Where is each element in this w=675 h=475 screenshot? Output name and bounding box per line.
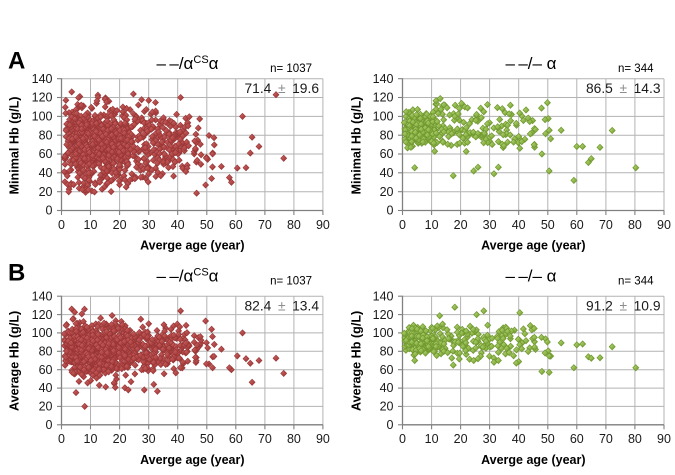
svg-text:0: 0 bbox=[46, 204, 53, 218]
svg-text:60: 60 bbox=[380, 363, 394, 377]
svg-text:86.5 ± 14.3: 86.5 ± 14.3 bbox=[586, 81, 661, 96]
svg-text:140: 140 bbox=[32, 289, 53, 303]
svg-text:Averge age (year): Averge age (year) bbox=[481, 453, 585, 467]
svg-text:30: 30 bbox=[142, 218, 156, 232]
svg-text:Average Hb (g/L): Average Hb (g/L) bbox=[8, 311, 22, 411]
svg-text:70: 70 bbox=[258, 432, 272, 446]
svg-text:n= 1037: n= 1037 bbox=[270, 276, 312, 288]
svg-text:30: 30 bbox=[483, 432, 497, 446]
svg-text:20: 20 bbox=[39, 185, 53, 199]
svg-text:80: 80 bbox=[39, 128, 53, 142]
svg-text:120: 120 bbox=[32, 308, 53, 322]
svg-text:120: 120 bbox=[373, 91, 394, 105]
svg-text:60: 60 bbox=[570, 432, 584, 446]
svg-text:60: 60 bbox=[229, 218, 243, 232]
svg-text:80: 80 bbox=[39, 345, 53, 359]
svg-text:10: 10 bbox=[425, 432, 439, 446]
svg-text:– –/αCSα: – –/αCSα bbox=[157, 267, 219, 286]
svg-text:60: 60 bbox=[380, 147, 394, 161]
svg-text:100: 100 bbox=[32, 110, 53, 124]
svg-text:40: 40 bbox=[39, 166, 53, 180]
svg-text:n= 1037: n= 1037 bbox=[270, 63, 312, 75]
svg-text:Minimal Hb (g/L): Minimal Hb (g/L) bbox=[350, 97, 364, 195]
svg-text:10: 10 bbox=[425, 218, 439, 232]
svg-text:– –/– α: – –/– α bbox=[505, 267, 556, 286]
svg-text:Average Hb (g/L): Average Hb (g/L) bbox=[350, 311, 364, 411]
svg-text:Averge age (year): Averge age (year) bbox=[481, 239, 585, 253]
svg-text:60: 60 bbox=[229, 432, 243, 446]
svg-text:20: 20 bbox=[113, 432, 127, 446]
svg-text:0: 0 bbox=[399, 432, 406, 446]
svg-text:120: 120 bbox=[373, 308, 394, 322]
svg-text:40: 40 bbox=[512, 218, 526, 232]
svg-text:70: 70 bbox=[599, 218, 613, 232]
svg-text:80: 80 bbox=[287, 432, 301, 446]
svg-text:0: 0 bbox=[387, 204, 394, 218]
svg-text:120: 120 bbox=[32, 91, 53, 105]
svg-text:140: 140 bbox=[32, 72, 53, 86]
svg-text:40: 40 bbox=[39, 381, 53, 395]
svg-text:140: 140 bbox=[373, 72, 394, 86]
svg-text:Averge age (year): Averge age (year) bbox=[140, 453, 244, 467]
svg-text:Averge age (year): Averge age (year) bbox=[140, 239, 244, 253]
svg-text:70: 70 bbox=[599, 432, 613, 446]
svg-text:– –/– α: – –/– α bbox=[505, 54, 556, 73]
svg-text:Minimal Hb (g/L): Minimal Hb (g/L) bbox=[8, 97, 22, 195]
svg-text:10: 10 bbox=[84, 432, 98, 446]
svg-text:90: 90 bbox=[316, 218, 330, 232]
svg-text:50: 50 bbox=[200, 432, 214, 446]
svg-text:0: 0 bbox=[58, 218, 65, 232]
svg-text:80: 80 bbox=[287, 218, 301, 232]
svg-text:40: 40 bbox=[380, 166, 394, 180]
svg-text:n= 344: n= 344 bbox=[618, 276, 654, 288]
svg-text:71.4 ± 19.6: 71.4 ± 19.6 bbox=[245, 81, 320, 96]
svg-text:0: 0 bbox=[399, 218, 406, 232]
svg-text:90: 90 bbox=[657, 218, 671, 232]
svg-text:80: 80 bbox=[380, 345, 394, 359]
svg-text:60: 60 bbox=[39, 363, 53, 377]
svg-text:10: 10 bbox=[84, 218, 98, 232]
svg-text:30: 30 bbox=[142, 432, 156, 446]
svg-text:50: 50 bbox=[541, 218, 555, 232]
svg-text:30: 30 bbox=[483, 218, 497, 232]
svg-text:40: 40 bbox=[171, 218, 185, 232]
svg-text:82.4 ± 13.4: 82.4 ± 13.4 bbox=[245, 299, 320, 314]
svg-text:20: 20 bbox=[39, 400, 53, 414]
svg-text:0: 0 bbox=[387, 418, 394, 432]
svg-text:20: 20 bbox=[454, 432, 468, 446]
svg-text:140: 140 bbox=[373, 289, 394, 303]
svg-text:– –/αCSα: – –/αCSα bbox=[157, 54, 219, 73]
svg-text:70: 70 bbox=[258, 218, 272, 232]
svg-text:n= 344: n= 344 bbox=[618, 63, 654, 75]
svg-text:20: 20 bbox=[380, 185, 394, 199]
svg-text:50: 50 bbox=[541, 432, 555, 446]
svg-text:20: 20 bbox=[380, 400, 394, 414]
svg-text:B: B bbox=[8, 260, 25, 287]
svg-text:0: 0 bbox=[58, 432, 65, 446]
svg-text:80: 80 bbox=[628, 432, 642, 446]
svg-text:90: 90 bbox=[657, 432, 671, 446]
svg-text:40: 40 bbox=[380, 381, 394, 395]
svg-text:20: 20 bbox=[113, 218, 127, 232]
svg-text:A: A bbox=[8, 48, 25, 75]
svg-text:20: 20 bbox=[454, 218, 468, 232]
svg-text:60: 60 bbox=[570, 218, 584, 232]
svg-text:40: 40 bbox=[171, 432, 185, 446]
svg-text:50: 50 bbox=[200, 218, 214, 232]
svg-text:80: 80 bbox=[380, 128, 394, 142]
svg-text:100: 100 bbox=[32, 326, 53, 340]
svg-text:90: 90 bbox=[316, 432, 330, 446]
svg-text:40: 40 bbox=[512, 432, 526, 446]
svg-text:100: 100 bbox=[373, 326, 394, 340]
svg-text:0: 0 bbox=[46, 418, 53, 432]
svg-text:100: 100 bbox=[373, 110, 394, 124]
svg-text:80: 80 bbox=[628, 218, 642, 232]
svg-text:60: 60 bbox=[39, 147, 53, 161]
svg-text:91.2 ± 10.9: 91.2 ± 10.9 bbox=[586, 299, 661, 314]
